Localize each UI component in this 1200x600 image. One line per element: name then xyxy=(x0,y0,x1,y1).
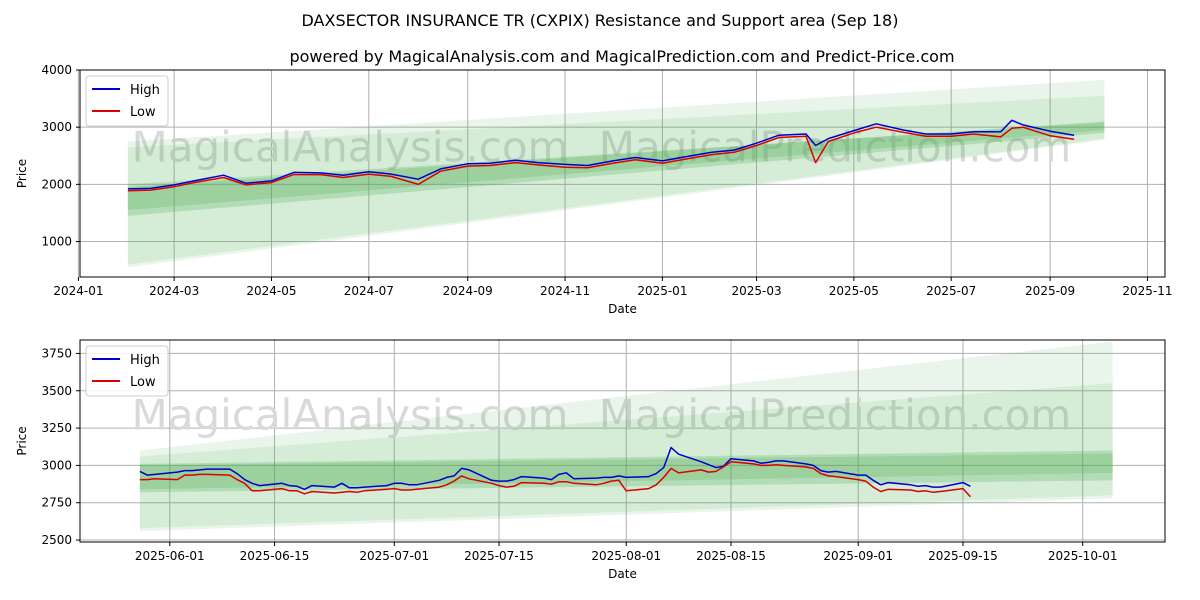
x-axis-label: Date xyxy=(608,567,637,581)
y-tick-label: 3000 xyxy=(41,458,72,472)
watermark-text: MagicalPrediction.com xyxy=(599,391,1072,440)
support-resistance-band xyxy=(127,95,1105,265)
x-tick-label: 2025-08-15 xyxy=(696,549,766,563)
series-line-low xyxy=(127,126,1075,192)
x-tick-label: 2024-03 xyxy=(149,284,199,298)
watermark-text: MagicalPrediction.com xyxy=(599,123,1072,172)
support-resistance-band xyxy=(139,453,1113,490)
series-line-high xyxy=(139,446,971,491)
x-tick-label: 2025-09-01 xyxy=(823,549,893,563)
x-tick-label: 2025-10-01 xyxy=(1048,549,1118,563)
series-line-high xyxy=(127,119,1075,190)
series-line-low xyxy=(139,460,971,498)
x-tick-label: 2024-07 xyxy=(344,284,394,298)
x-tick-label: 2025-01 xyxy=(637,284,687,298)
x-tick-label: 2025-07-01 xyxy=(359,549,429,563)
support-resistance-band xyxy=(139,450,1113,493)
y-axis-label: Price xyxy=(15,426,29,455)
x-tick-label: 2025-07-15 xyxy=(464,549,534,563)
y-tick-label: 2000 xyxy=(41,177,72,191)
y-tick-label: 3750 xyxy=(41,346,72,360)
y-tick-label: 2500 xyxy=(41,533,72,547)
x-tick-label: 2025-03 xyxy=(731,284,781,298)
chart-subtitle: powered by MagicalAnalysis.com and Magic… xyxy=(289,47,954,66)
x-tick-label: 2024-01 xyxy=(53,284,103,298)
support-resistance-band xyxy=(127,79,1105,268)
x-tick-label: 2025-09 xyxy=(1025,284,1075,298)
x-tick-label: 2025-07 xyxy=(926,284,976,298)
support-resistance-band xyxy=(139,383,1113,529)
x-axis-label: Date xyxy=(608,302,637,316)
x-tick-label: 2024-05 xyxy=(246,284,296,298)
series-group xyxy=(139,446,971,498)
y-tick-label: 3500 xyxy=(41,384,72,398)
band-group xyxy=(127,79,1105,268)
y-tick-label: 4000 xyxy=(41,63,72,77)
x-tick-label: 2025-06-01 xyxy=(135,549,205,563)
plot-frame xyxy=(79,69,1166,278)
y-tick-label: 2750 xyxy=(41,496,72,510)
x-tick-label: 2025-09-15 xyxy=(928,549,998,563)
watermark-text: MagicalAnalysis.com xyxy=(132,391,569,440)
x-tick-label: 2024-09 xyxy=(443,284,493,298)
y-axis-label: Price xyxy=(15,159,29,188)
support-resistance-band xyxy=(127,121,1105,216)
legend-label-high: High xyxy=(130,83,160,98)
support-resistance-band xyxy=(127,122,1105,211)
series-group xyxy=(127,119,1075,192)
bottom-chart-panel: MagicalAnalysis.com MagicalPrediction.com… xyxy=(15,339,1166,581)
chart-title: DAXSECTOR INSURANCE TR (CXPIX) Resistanc… xyxy=(302,11,899,30)
x-tick-label: 2025-06-15 xyxy=(240,549,310,563)
watermark-text: MagicalAnalysis.com xyxy=(132,123,569,172)
x-tick-label: 2024-11 xyxy=(540,284,590,298)
y-tick-label: 1000 xyxy=(41,235,72,249)
x-tick-label: 2025-11 xyxy=(1122,284,1172,298)
y-tick-label: 3000 xyxy=(41,120,72,134)
legend-label-low: Low xyxy=(130,105,156,120)
chart-legend: High Low xyxy=(85,345,169,397)
legend-label-high: High xyxy=(130,353,160,368)
legend-label-low: Low xyxy=(130,375,156,390)
x-tick-label: 2025-08-01 xyxy=(591,549,661,563)
chart-legend: High Low xyxy=(85,75,169,127)
top-chart-panel: MagicalAnalysis.com MagicalPrediction.com… xyxy=(15,63,1173,316)
plot-frame xyxy=(79,339,1166,543)
y-tick-label: 3250 xyxy=(41,421,72,435)
x-tick-label: 2025-05 xyxy=(829,284,879,298)
